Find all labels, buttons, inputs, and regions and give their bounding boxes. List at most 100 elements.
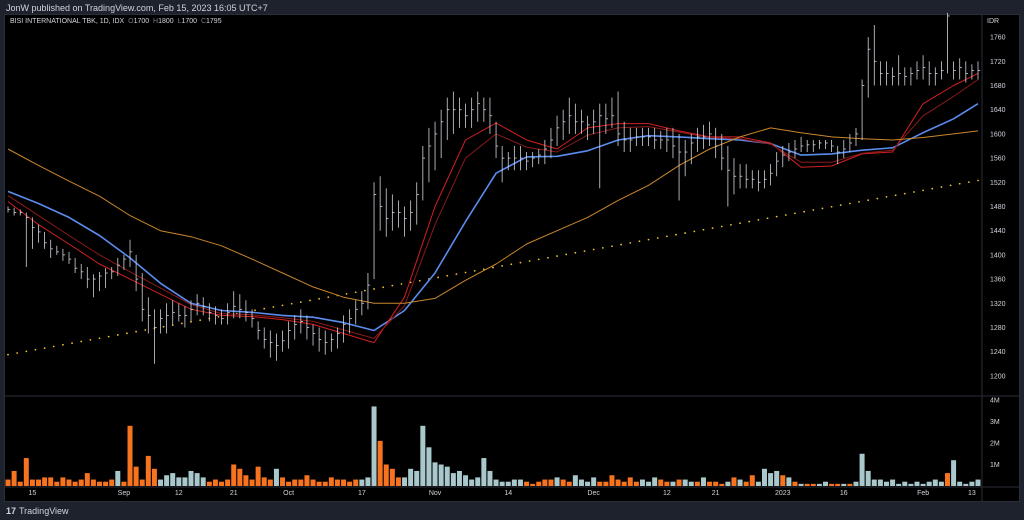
price-bar <box>764 170 767 189</box>
volume-bar <box>652 477 658 486</box>
price-bar <box>385 188 389 237</box>
volume-bar <box>768 473 774 486</box>
volume-bar <box>310 479 316 486</box>
volume-bar <box>206 481 212 486</box>
dotted-ma-point <box>848 202 851 205</box>
dotted-ma-point <box>354 291 357 294</box>
volume-bar <box>774 470 780 486</box>
volume-bar <box>78 479 84 486</box>
volume-bar <box>566 481 572 486</box>
volume-bar <box>438 464 444 486</box>
price-tick-label: 1400 <box>990 252 1006 259</box>
price-bar <box>867 37 871 98</box>
volume-bar <box>963 483 969 486</box>
volume-bar <box>328 477 334 486</box>
dotted-ma-point <box>967 181 970 184</box>
volume-bar <box>11 470 17 486</box>
price-bar <box>465 103 468 128</box>
volume-bar <box>487 470 493 486</box>
price-bar <box>300 309 304 334</box>
volume-tick-label: 2M <box>990 441 1000 448</box>
volume-bar <box>682 479 688 486</box>
volume-bar <box>450 473 456 486</box>
dotted-ma-point <box>638 240 641 243</box>
volume-bar <box>29 479 35 486</box>
volume-tick-label: 3M <box>990 419 1000 426</box>
price-bar <box>306 315 310 340</box>
volume-bar <box>639 479 645 486</box>
price-bar <box>879 61 883 86</box>
dotted-ma-point <box>748 220 751 223</box>
volume-bar <box>664 481 670 486</box>
dotted-ma-point <box>784 214 787 216</box>
volume-bar <box>280 477 286 486</box>
dotted-ma-point <box>547 256 549 259</box>
dotted-ma-point <box>977 179 979 182</box>
volume-bar <box>560 479 566 486</box>
volume-bar <box>292 479 298 486</box>
dotted-ma-point <box>318 297 321 300</box>
volume-bar <box>164 475 170 486</box>
price-bar <box>934 67 938 86</box>
dotted-ma-point <box>98 337 101 340</box>
price-bar <box>703 124 706 150</box>
price-bar <box>80 263 84 280</box>
dotted-ma-point <box>373 288 375 290</box>
volume-bar <box>798 483 804 486</box>
volume-bar <box>97 481 103 486</box>
price-bar <box>544 139 548 165</box>
price-bar <box>770 164 773 186</box>
tradingview-logo[interactable]: 17 TradingView <box>6 506 69 516</box>
price-bar <box>776 152 779 177</box>
price-bar <box>355 300 358 325</box>
dotted-ma-point <box>180 322 183 325</box>
price-bar <box>745 164 749 189</box>
price-bar <box>391 194 395 231</box>
volume-bar <box>957 481 963 486</box>
price-bar <box>818 139 822 150</box>
volume-bar <box>420 425 426 486</box>
price-bar <box>282 330 285 352</box>
dotted-ma-point <box>675 233 677 236</box>
price-bar <box>971 64 975 80</box>
price-tick-label: 1720 <box>990 59 1006 66</box>
volume-bar <box>481 458 487 486</box>
price-bar <box>7 206 11 213</box>
price-bar <box>721 133 724 171</box>
dotted-ma-point <box>739 222 741 225</box>
price-bar <box>93 274 96 298</box>
price-bar <box>166 303 169 334</box>
price-bar <box>56 245 60 255</box>
volume-bar <box>389 468 395 486</box>
price-bar <box>861 79 865 140</box>
volume-bar <box>591 477 597 486</box>
time-tick-label: Dec <box>587 490 600 497</box>
price-bar <box>398 200 401 228</box>
price-bar <box>215 306 218 325</box>
time-tick-label: 21 <box>230 490 238 497</box>
volume-bar <box>72 481 78 486</box>
symbol-name: BISI INTERNATIONAL TBK, 1D, IDX <box>10 18 125 25</box>
price-bar <box>910 67 914 86</box>
volume-bar <box>816 483 822 486</box>
volume-bar <box>743 481 749 486</box>
price-bar <box>928 61 932 86</box>
volume-bar <box>713 481 719 486</box>
volume-bar <box>914 481 920 486</box>
dotted-ma-point <box>601 246 604 249</box>
price-bar <box>800 136 804 153</box>
volume-bar <box>524 481 530 486</box>
tradingview-logo-text: TradingView <box>19 506 69 516</box>
dotted-ma-point <box>537 258 540 261</box>
price-bar <box>404 206 407 237</box>
chart-pane[interactable] <box>4 14 1020 502</box>
volume-bar <box>243 475 249 486</box>
price-bar <box>343 315 346 343</box>
price-bar <box>312 324 316 346</box>
price-bar <box>251 309 255 328</box>
volume-bar <box>578 479 584 486</box>
dotted-ma-point <box>71 342 73 345</box>
close-value: 1795 <box>206 18 222 25</box>
volume-bar <box>90 479 96 486</box>
